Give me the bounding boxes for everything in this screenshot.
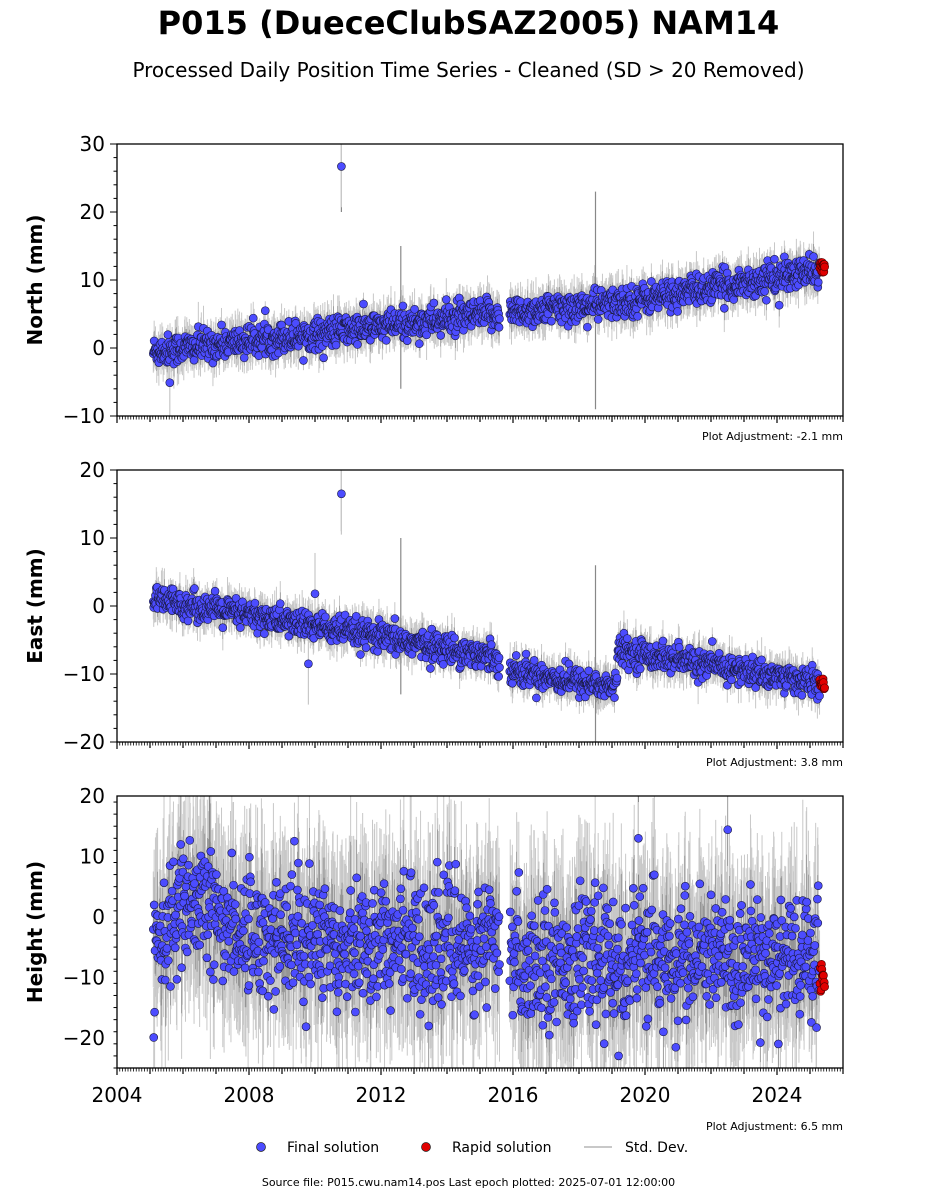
final-point-outlier (337, 162, 346, 171)
plot-area (149, 470, 829, 742)
final-point (442, 295, 451, 304)
final-point (436, 331, 446, 340)
final-solution-points (149, 162, 824, 387)
stddev-bars (152, 470, 821, 742)
final-point (260, 306, 270, 316)
final-point (381, 336, 391, 345)
final-point (331, 340, 341, 350)
x-axis (116, 416, 844, 423)
final-point (813, 277, 823, 287)
final-point (809, 252, 818, 261)
y-axis-label: North (mm) (23, 214, 47, 345)
final-point (719, 303, 729, 313)
final-point (647, 277, 656, 286)
final-point (366, 335, 375, 345)
final-point (774, 300, 784, 310)
final-point (410, 304, 419, 314)
final-point (673, 307, 682, 316)
final-point (593, 315, 603, 324)
final-point (402, 336, 412, 345)
final-point (359, 299, 368, 309)
final-point (248, 313, 258, 323)
final-point (353, 340, 362, 349)
final-point (217, 320, 226, 330)
final-point (770, 254, 779, 264)
final-point (163, 330, 173, 339)
final-point (414, 339, 424, 349)
final-point (299, 356, 308, 365)
chart-title: P015 (DueceClubSAZ2005) NAM14 (157, 4, 780, 42)
final-point (547, 316, 556, 326)
final-point (495, 314, 504, 324)
y-axis: −10 0 10 20 30 (63, 132, 117, 428)
final-point (398, 301, 408, 311)
y-tick-label: 0 (92, 336, 105, 360)
plot-area (149, 144, 829, 416)
final-point (760, 287, 769, 296)
rapid-solution-points (815, 258, 829, 277)
final-point (319, 353, 328, 363)
final-point (422, 330, 431, 340)
chart-subtitle: Processed Daily Position Time Series - C… (132, 58, 805, 82)
panel-north: −10 0 10 20 30 North (mm) Plot Adjustment: -2.… (23, 132, 844, 443)
final-point (189, 355, 199, 365)
final-point (429, 298, 439, 308)
rapid-point (820, 262, 829, 272)
plot-adjustment-label: Plot Adjustment: -2.1 mm (702, 430, 843, 443)
final-point-outlier (165, 378, 175, 387)
y-tick-label: 20 (80, 200, 105, 224)
final-point (633, 312, 642, 321)
final-point (762, 295, 771, 305)
final-point (583, 322, 592, 332)
final-point (494, 323, 504, 332)
y-tick-label: 30 (80, 132, 105, 156)
y-tick-label: −10 (63, 404, 105, 428)
y-tick-label: 10 (80, 268, 105, 292)
